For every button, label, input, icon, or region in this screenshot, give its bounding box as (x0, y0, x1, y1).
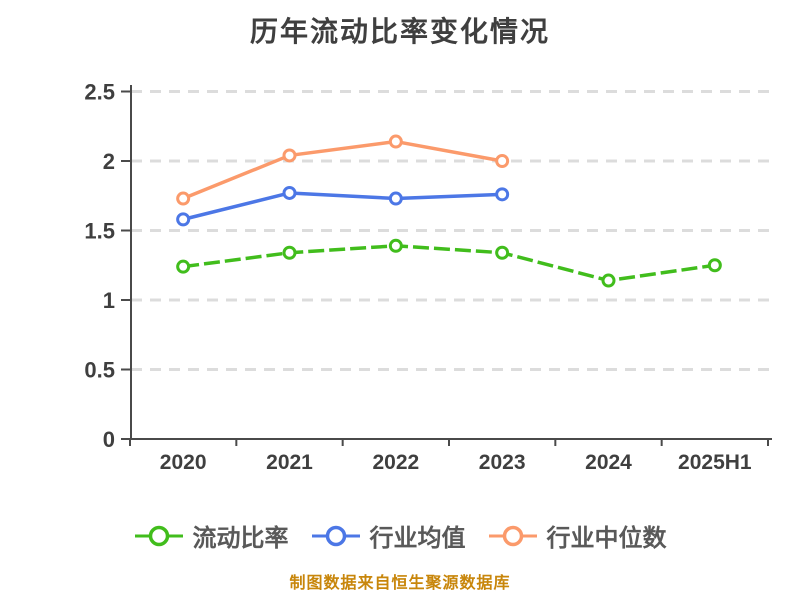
x-tick-label: 2024 (585, 451, 632, 474)
plot-area: 0 0.5 1 1.5 2 2.5 2020 2021 2022 2023 2024 2025H1 (84, 80, 772, 474)
x-tick-label: 2020 (160, 451, 207, 474)
y-tick-label: 0.5 (84, 358, 115, 383)
series-line-0 (182, 244, 716, 283)
x-tick-label: 2023 (479, 451, 526, 474)
series-line-2 (182, 139, 503, 201)
line-circle-marker-icon (311, 525, 360, 546)
data-source-note: 制图数据来自恒生聚源数据库 (289, 575, 511, 592)
legend-item-current-ratio: 流动比率 (134, 518, 289, 553)
data-point-s1-2021 (282, 185, 297, 200)
series-line-1 (182, 191, 503, 222)
y-tick-label: 1 (103, 288, 115, 313)
chart-title: 历年流动比率变化情况 (249, 16, 550, 47)
x-tick-label: 2025H1 (678, 451, 752, 474)
line-circle-marker-icon (488, 525, 537, 546)
line-circle-marker-icon (134, 525, 183, 546)
legend-item-industry-median: 行业中位数 (488, 518, 667, 553)
data-point-s0-2024 (601, 273, 616, 288)
data-point-s1-2023 (495, 187, 510, 202)
legend-item-industry-average: 行业均值 (311, 518, 466, 553)
data-point-s0-2025H1 (707, 258, 722, 273)
legend-label-industry-average: 行业均值 (369, 525, 466, 552)
data-point-s2-2020 (176, 191, 191, 206)
y-tick-label: 2 (103, 149, 115, 174)
data-point-s2-2022 (388, 134, 403, 149)
data-point-s1-2022 (388, 191, 403, 206)
data-point-s0-2022 (388, 238, 403, 253)
data-point-s0-2021 (282, 245, 297, 260)
y-tick-label: 2.5 (84, 80, 115, 105)
x-tick-label: 2022 (372, 451, 419, 474)
data-point-s1-2020 (176, 212, 191, 227)
legend-label-industry-median: 行业中位数 (546, 525, 667, 552)
legend-label-current-ratio: 流动比率 (192, 525, 289, 552)
data-point-s2-2021 (282, 148, 297, 163)
chart-legend: 流动比率 行业均值 行业中位数 (0, 518, 800, 553)
y-tick-label: 0 (103, 427, 115, 452)
y-tick-label: 1.5 (84, 219, 115, 244)
data-point-s0-2023 (495, 245, 510, 260)
data-point-s2-2023 (495, 154, 510, 168)
data-point-s0-2020 (176, 259, 191, 274)
x-tick-label: 2021 (266, 451, 313, 474)
